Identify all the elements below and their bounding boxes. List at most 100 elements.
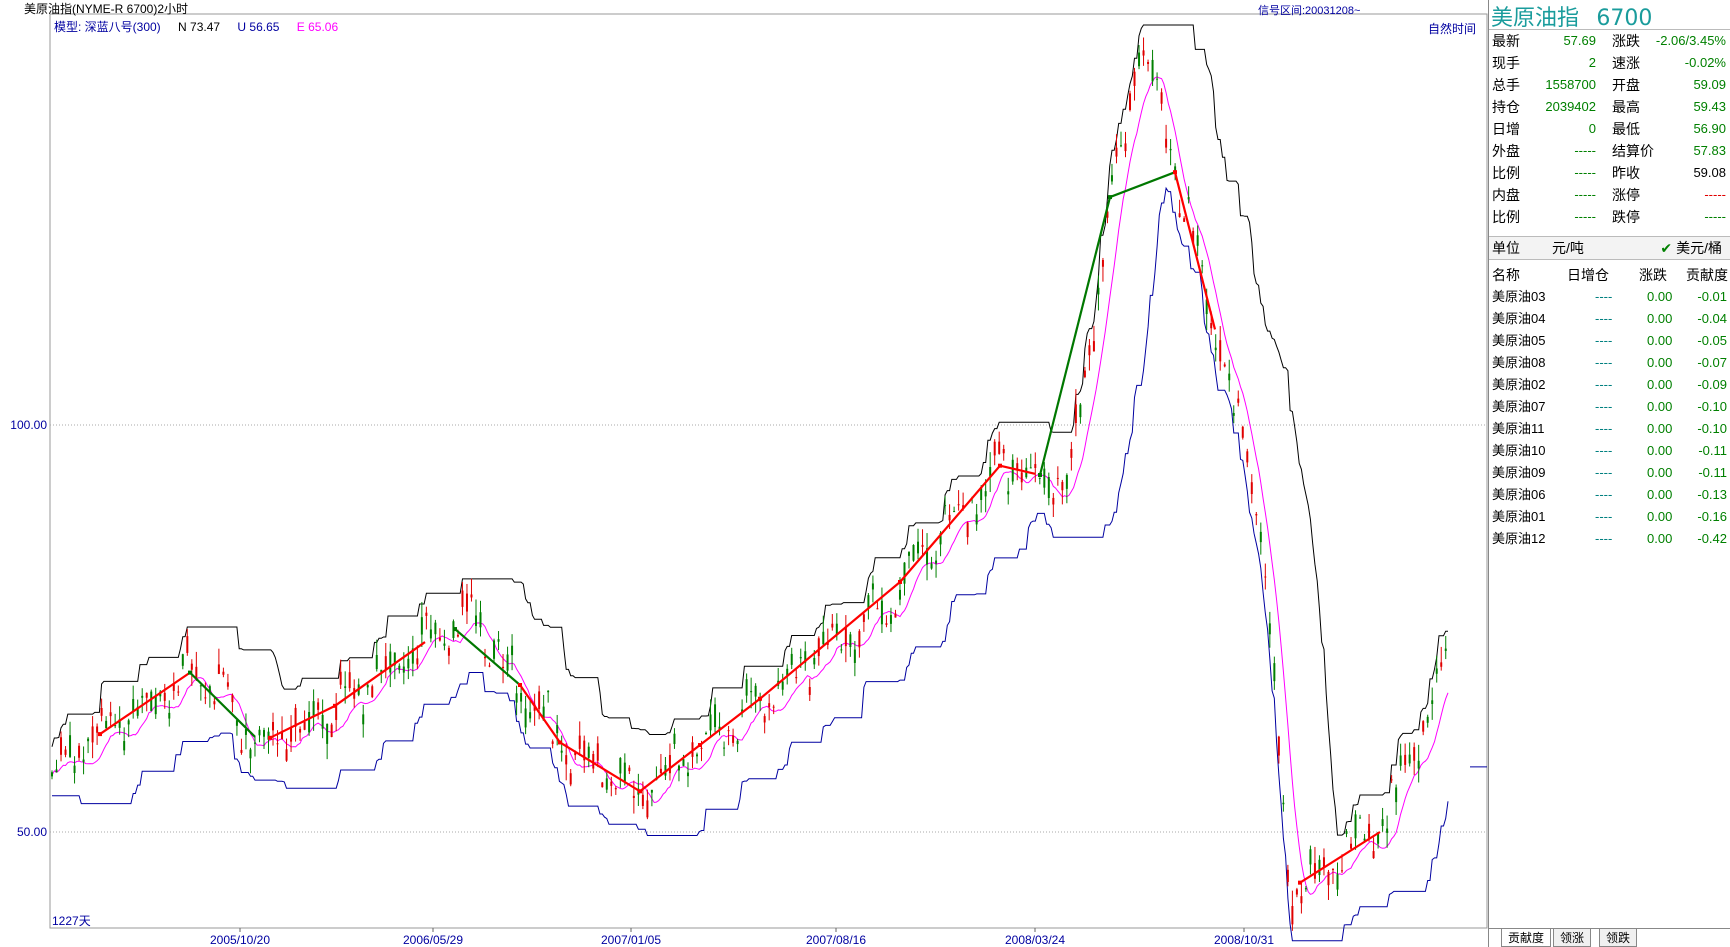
contrib-row[interactable]: 美原油03 ---- 0.00 -0.01 [1489,286,1730,308]
candle-body [1020,472,1023,483]
candle-body [723,747,726,749]
quote-value: 57.69 [1563,33,1596,48]
x-tick-label: 2006/05/29 [403,933,463,947]
signal-trend-line [269,704,336,739]
col-increase[interactable]: 日增仓 [1567,267,1609,283]
quote-label: 内盘 [1492,187,1520,203]
candle-body [677,765,680,771]
contrib-row[interactable]: 美原油11 ---- 0.00 -0.10 [1489,418,1730,440]
candle-body [348,672,351,689]
contrib-row[interactable]: 美原油01 ---- 0.00 -0.16 [1489,506,1730,528]
model-label[interactable]: 模型: 深蓝八号(300) [54,20,161,34]
contrib-row[interactable]: 美原油02 ---- 0.00 -0.09 [1489,374,1730,396]
contrib-row[interactable]: 美原油09 ---- 0.00 -0.11 [1489,462,1730,484]
candle-body [1205,299,1208,315]
candle-body [1268,623,1271,635]
contrib-row[interactable]: 美原油12 ---- 0.00 -0.42 [1489,528,1730,550]
candle-body [754,685,757,697]
candle-body [894,613,897,618]
contrib-inc: ---- [1595,421,1613,436]
candle-body [898,589,901,600]
signal-marker [1298,880,1302,885]
contrib-name: 美原油01 [1492,509,1546,524]
candle-body [957,504,960,506]
candle-body [429,629,432,639]
tab-2[interactable]: 领跌 [1599,929,1638,947]
panel-tabs: 贡献度 领涨 领跌 [1489,928,1730,947]
unit-option-usd[interactable]: ✔ 美元/桶 [1660,237,1722,260]
contrib-row[interactable]: 美原油04 ---- 0.00 -0.04 [1489,308,1730,330]
candle-body [1395,787,1398,803]
quote-header: 美原油指 6700 [1489,0,1730,31]
contrib-contrib: -0.05 [1697,333,1727,348]
contrib-inc: ---- [1595,311,1613,326]
candle-body [1431,700,1434,704]
candle-body [438,637,441,641]
candle-body [123,741,126,751]
candle-body [1174,166,1177,173]
col-name[interactable]: 名称 [1492,267,1520,283]
quote-row: 比例 ----- 昨收 59.08 [1489,162,1730,184]
candle-body [903,562,906,584]
candle-body [425,612,428,616]
middle-band-line [51,76,1449,895]
candle-body [1350,843,1353,849]
candle-body [1106,211,1109,218]
candle-body [1255,514,1258,516]
candle-body [962,505,965,509]
candle-body [930,563,933,569]
candle-body [745,679,748,696]
candle-body [1201,265,1204,267]
candle-body [556,725,559,734]
contrib-chg: 0.00 [1647,289,1673,304]
candle-body [285,749,288,761]
quote-label: 比例 [1492,165,1520,181]
candle-body [1327,871,1330,886]
candle-body [73,765,76,774]
col-change[interactable]: 涨跌 [1639,267,1667,283]
candle-body [1178,213,1181,218]
unit-bar: 单位 元/吨 ✔ 美元/桶 [1489,236,1730,260]
candle-body [398,665,401,670]
quote-value: ----- [1704,187,1726,202]
contrib-row[interactable]: 美原油10 ---- 0.00 -0.11 [1489,440,1730,462]
check-icon: ✔ [1660,240,1673,256]
quote-label: 涨停 [1612,187,1640,203]
candle-body [371,686,374,698]
candle-body [547,690,550,693]
candle-body [948,514,951,521]
candle-body [267,731,270,740]
candle-body [650,789,653,793]
candle-body [795,676,798,679]
contrib-name: 美原油11 [1492,421,1545,436]
contrib-row[interactable]: 美原油05 ---- 0.00 -0.05 [1489,330,1730,352]
candle-body [1038,477,1041,479]
contrib-row[interactable]: 美原油07 ---- 0.00 -0.10 [1489,396,1730,418]
candle-body [1286,869,1289,882]
contrib-chg: 0.00 [1647,465,1673,480]
col-contrib[interactable]: 贡献度 [1686,267,1728,283]
price-chart[interactable]: 100.00 50.00 2005/10/20 2006/05/29 2007/01/0… [0,0,1488,947]
candle-body [177,691,180,693]
candle-body [768,703,771,708]
contrib-contrib: -0.11 [1698,443,1727,458]
candle-body [1250,482,1253,495]
candle-body [384,656,387,670]
contrib-row[interactable]: 美原油06 ---- 0.00 -0.13 [1489,484,1730,506]
tab-1[interactable]: 领涨 [1553,929,1592,947]
signal-trend-line [99,671,191,736]
candle-body [659,768,662,774]
natural-time-toggle[interactable]: 自然时间 [1428,22,1477,36]
contrib-row[interactable]: 美原油08 ---- 0.00 -0.07 [1489,352,1730,374]
candle-body [844,626,847,647]
candle-body [799,656,802,659]
candle-body [456,634,459,637]
candle-body [204,697,207,699]
unit-option-yuan[interactable]: 元/吨 [1552,240,1584,256]
tab-0[interactable]: 贡献度 [1501,929,1552,947]
candle-body [1165,138,1168,148]
candle-body [249,749,252,759]
quote-row: 持仓 2039402 最高 59.43 [1489,96,1730,118]
contrib-inc: ---- [1595,487,1613,502]
